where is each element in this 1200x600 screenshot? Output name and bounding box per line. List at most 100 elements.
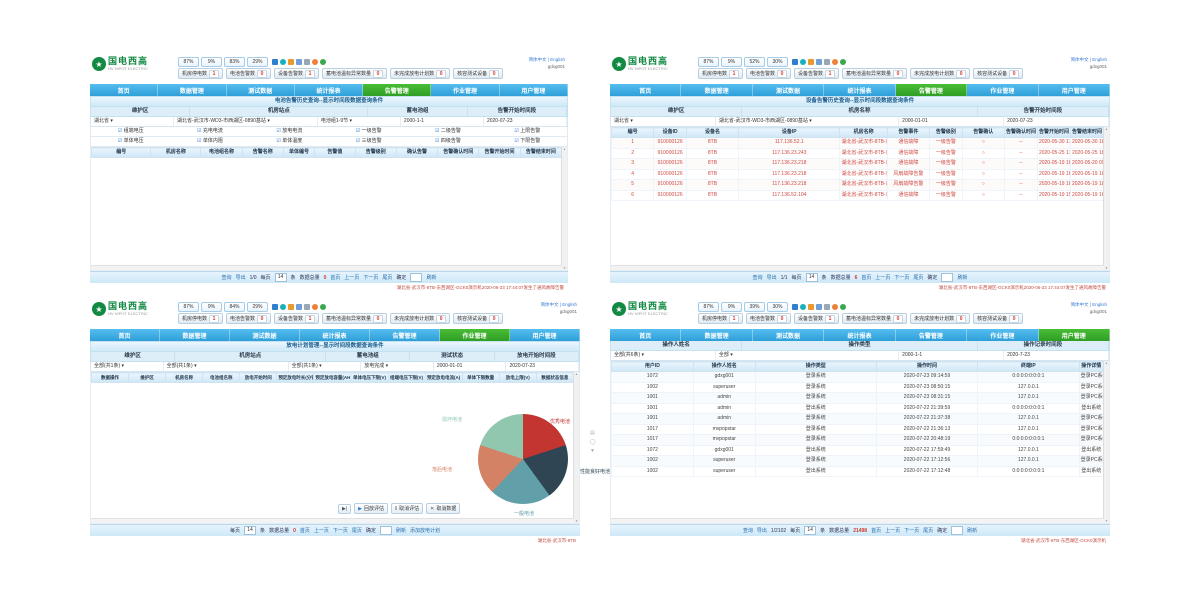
query-button[interactable]: 查询 (752, 275, 763, 281)
battery-icon[interactable] (272, 58, 278, 65)
checkbox-row[interactable]: 组端电压充电电流放电电流一级告警二级告警上限告警 (90, 127, 568, 137)
column-header[interactable]: 预定放电容量(AH) (313, 372, 352, 383)
table-row[interactable]: 29100001268TB117.136.23.243湖北省-武汉市-8TB-东… (611, 147, 1105, 159)
filter-input[interactable]: 2000-01-01 (899, 117, 1005, 126)
nav-tab[interactable]: 统计报表 (300, 329, 370, 341)
query-button[interactable]: 查询 (742, 528, 753, 534)
filter-input[interactable]: 全部 ▾ (716, 351, 900, 360)
battery-icon[interactable] (272, 303, 278, 310)
last-page-button[interactable]: 尾页 (382, 275, 393, 281)
column-header[interactable]: 告警开始时间 (478, 147, 521, 158)
nav-tab[interactable]: 作业管理 (431, 84, 500, 96)
column-header[interactable]: 操作详情 (1078, 361, 1105, 372)
monitor-icon[interactable] (824, 303, 830, 310)
first-page-button[interactable]: 首页 (861, 275, 872, 281)
table-row[interactable]: 1001 admin 登录系统 2020-07-22 21:37:38 127.0.0.… (611, 413, 1105, 425)
column-header[interactable]: 告警结束时间 (519, 147, 563, 158)
battery-icon[interactable] (792, 303, 798, 310)
cancel-data-button[interactable]: ✕ 取消数据 (426, 503, 461, 514)
nav-tab[interactable]: 统计报表 (295, 84, 364, 96)
nav-tab[interactable]: 数据管理 (160, 329, 230, 341)
goto-page-input[interactable] (941, 273, 954, 282)
table-row[interactable]: 1017 mvpopstar 登录系统 2020-07-22 21:36:13 127.… (611, 423, 1105, 435)
stat-button[interactable]: 机房停电数 1 (178, 68, 224, 79)
filter-input[interactable]: 湖北省-武汉市-WD3-市西湖区-0890基站 ▾ (174, 117, 318, 126)
column-header[interactable]: 电池组名称 (202, 372, 241, 383)
stat-button[interactable]: 蓄电池温标异常数量 0 (842, 68, 908, 79)
stat-button[interactable]: 核容测试设备 0 (453, 68, 504, 79)
scroll-down-icon[interactable]: ▼ (1105, 519, 1108, 523)
stat-button[interactable]: 机房停电数 1 (698, 313, 744, 324)
lock-icon[interactable] (808, 303, 814, 310)
column-header[interactable]: 预定放电时长(分钟) (276, 372, 315, 383)
column-header[interactable]: 编号 (91, 147, 152, 158)
nav-tab[interactable]: 数据管理 (681, 84, 753, 96)
vertical-scrollbar[interactable]: ▲ ▼ (573, 372, 579, 523)
stat-button[interactable]: 蓄电池温标异常数量 0 (842, 313, 908, 324)
monitor-icon[interactable] (824, 58, 830, 65)
column-header[interactable]: 告警级别 (354, 147, 397, 158)
scroll-down-icon[interactable]: ▼ (575, 519, 578, 523)
column-header[interactable]: 确认告警 (395, 147, 439, 158)
nav-tab[interactable]: 告警管理 (895, 84, 968, 96)
column-header[interactable]: 维护区 (128, 372, 167, 383)
column-header[interactable]: 组端电压下限(V) (387, 372, 426, 383)
table-row[interactable]: 1017 mvpopstar 登录系统 2020-07-22 20:48:19 0:0:… (611, 434, 1105, 446)
column-header[interactable]: 机房名称 (150, 147, 202, 158)
column-header[interactable]: 终端IP (977, 361, 1080, 372)
filter-input[interactable]: 全部(共6条) ▾ (611, 351, 716, 360)
globe-icon[interactable] (840, 303, 846, 310)
refresh-button[interactable]: 刷新 (395, 528, 406, 534)
filter-input[interactable]: 2020-07-23 (506, 362, 580, 371)
table-row[interactable]: 59100001268TB117.136.23.218湖北省-武汉市-8TB-东… (611, 179, 1105, 191)
stat-button[interactable]: 设备告警数 1 (794, 68, 840, 79)
next-page-button[interactable]: 下一页 (363, 275, 379, 281)
column-header[interactable]: 告警开始时间 (1036, 127, 1071, 138)
goto-page-input[interactable] (951, 526, 964, 535)
table-row[interactable]: 49100001268TB117.136.23.218湖北省-武汉市-8TB-东… (611, 168, 1105, 180)
nav-tab[interactable]: 告警管理 (370, 329, 440, 341)
refresh-button[interactable]: 刷新 (957, 275, 968, 281)
prev-page-button[interactable]: 上一页 (885, 528, 901, 534)
stat-button[interactable]: 电池告警数 0 (226, 313, 272, 324)
column-header[interactable]: 用户ID (611, 361, 694, 372)
scroll-up-icon[interactable]: ▲ (1105, 127, 1108, 131)
column-header[interactable]: 单体编号 (282, 147, 316, 158)
stat-button[interactable]: 蓄电池温标异常数量 0 (322, 68, 388, 79)
scroll-down-icon[interactable]: ▼ (1105, 266, 1108, 270)
export-button[interactable]: 导出 (235, 275, 246, 281)
stat-button[interactable]: 设备告警数 1 (274, 313, 320, 324)
stat-button[interactable]: 电池告警数 0 (226, 68, 272, 79)
column-header[interactable]: 单体下限数量 (461, 372, 500, 383)
nav-tab[interactable]: 作业管理 (967, 84, 1039, 96)
pie-chart[interactable] (478, 414, 568, 504)
language-switch-link[interactable]: 简体中文 | English (1070, 57, 1107, 62)
nav-tab[interactable]: 数据管理 (158, 84, 227, 96)
stat-button[interactable]: 机房停电数 1 (698, 68, 744, 79)
monitor-icon[interactable] (304, 303, 310, 310)
column-header[interactable]: 放电上限(V) (498, 372, 537, 383)
nav-tab[interactable]: 首页 (90, 84, 159, 96)
table-row[interactable]: 19100001268TB117.136.52.1湖北省-武汉市-8TB-东西湖… (611, 137, 1105, 149)
nav-tab[interactable]: 首页 (610, 329, 682, 341)
page-size-input[interactable]: 14 (804, 526, 817, 535)
table-row[interactable]: 1072 gdxg001 登录系统 2020-07-23 09:14:59 0:0:0:… (611, 371, 1105, 383)
next-page-button[interactable]: 下一页 (904, 528, 920, 534)
last-page-button[interactable]: 尾页 (913, 275, 924, 281)
table-row[interactable]: 39100001268TB117.136.23.218湖北省-武汉市-8TB-东… (611, 158, 1105, 170)
stat-button[interactable]: 核容测试设备 0 (973, 313, 1024, 324)
stat-button[interactable]: 设备告警数 1 (274, 68, 320, 79)
page-size-input[interactable]: 14 (805, 273, 818, 282)
column-header[interactable]: 数据操作 (91, 372, 130, 383)
column-header[interactable]: 预定放电电流(A) (424, 372, 463, 383)
scroll-up-icon[interactable]: ▲ (563, 147, 566, 151)
stat-button[interactable]: 未完成放电计划数 0 (390, 68, 451, 79)
wifi-icon[interactable] (280, 58, 286, 65)
column-header[interactable]: 告警确认时间 (1003, 127, 1038, 138)
globe-icon[interactable] (320, 303, 326, 310)
wifi-icon[interactable] (800, 58, 806, 65)
query-button[interactable]: 查询 (221, 275, 232, 281)
nav-tab[interactable]: 首页 (90, 329, 160, 341)
prev-page-button[interactable]: 上一页 (313, 528, 329, 534)
column-header[interactable]: 告警确认时间 (437, 147, 480, 158)
